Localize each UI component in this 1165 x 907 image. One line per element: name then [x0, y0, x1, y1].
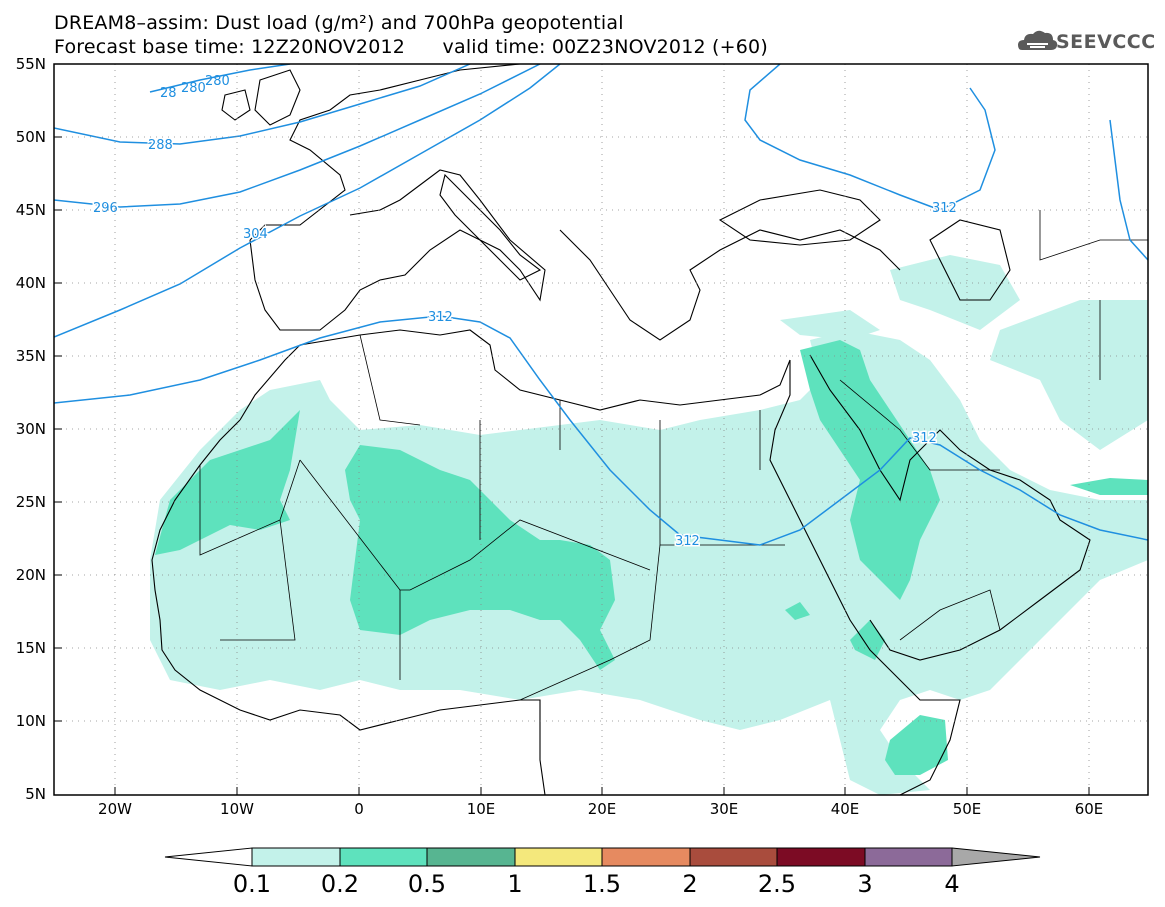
colorbar-label: 2 — [682, 870, 698, 898]
dust-medium-area — [155, 340, 1148, 775]
colorbar-label: 1.5 — [582, 870, 622, 898]
colorbar-label: 0.1 — [232, 870, 272, 898]
lon-label: 10W — [220, 800, 254, 818]
axis-ticks — [54, 136, 1090, 795]
lon-label: 0 — [354, 800, 364, 818]
lat-label: 45N — [15, 201, 46, 219]
contour-label: 28 — [160, 86, 177, 101]
colorbar-above-triangle — [951, 847, 1041, 867]
contour-label: 304 — [243, 227, 268, 242]
lat-label: 10N — [15, 712, 46, 730]
colorbar-label: 3 — [857, 870, 873, 898]
country-borders — [199, 210, 1148, 701]
contour-label: 312 — [428, 310, 453, 325]
colorbar-box — [339, 847, 428, 867]
contour-label: 312 — [675, 534, 700, 549]
lon-label: 50E — [952, 800, 982, 818]
logo-text: SEEVCCC — [1056, 31, 1156, 53]
colorbar-below-triangle — [164, 847, 253, 867]
colorbar-label: 0.5 — [407, 870, 447, 898]
lat-label: 30N — [15, 420, 46, 438]
colorbar — [164, 847, 1041, 867]
lat-label: 5N — [25, 785, 46, 803]
lon-label: 20E — [587, 800, 617, 818]
lat-label: 35N — [15, 347, 46, 365]
colorbar-box — [776, 847, 866, 867]
colorbar-label: 2.5 — [757, 870, 797, 898]
grid-lines — [54, 64, 1148, 795]
contour-label: 296 — [93, 201, 118, 216]
colorbar-box — [864, 847, 953, 867]
lat-label: 15N — [15, 639, 46, 657]
lat-label: 55N — [15, 55, 46, 73]
seevccc-cloud-logo-icon — [1018, 30, 1058, 50]
forecast-times: Forecast base time: 12Z20NOV2012 valid t… — [54, 36, 768, 58]
colorbar-label: 0.2 — [320, 870, 360, 898]
contour-label: 288 — [148, 138, 173, 153]
geopotential-contours — [54, 64, 1148, 546]
colorbar-box — [601, 847, 691, 867]
colorbar-box — [689, 847, 778, 867]
lon-label: 60E — [1074, 800, 1104, 818]
lat-label: 25N — [15, 493, 46, 511]
colorbar-label: 4 — [944, 870, 960, 898]
lon-label: 30E — [709, 800, 739, 818]
lon-label: 10E — [466, 800, 496, 818]
lat-label: 20N — [15, 566, 46, 584]
colorbar-box — [514, 847, 603, 867]
contour-label: 280 — [205, 74, 230, 89]
contour-label: 312 — [932, 201, 957, 216]
lat-label: 40N — [15, 274, 46, 292]
contour-label: 312 — [912, 431, 937, 446]
contour-labels: 28 280 280 288 296 304 312 312 312 312 — [92, 74, 959, 551]
dust-light-area — [150, 255, 1148, 795]
colorbar-box — [251, 847, 341, 867]
map-title: DREAM8–assim: Dust load (g/m²) and 700hP… — [54, 12, 624, 34]
lon-label: 20W — [98, 800, 132, 818]
contour-label: 280 — [181, 81, 206, 96]
colorbar-label: 1 — [507, 870, 523, 898]
colorbar-box — [426, 847, 516, 867]
lat-label: 50N — [15, 128, 46, 146]
lon-label: 40E — [830, 800, 860, 818]
coastlines — [151, 64, 1091, 795]
